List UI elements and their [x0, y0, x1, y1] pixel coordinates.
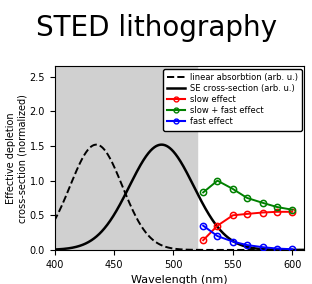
Legend: linear absorbtion (arb. u.), SE cross-section (arb. u.), slow effect, slow + fas: linear absorbtion (arb. u.), SE cross-se…	[163, 69, 302, 131]
Bar	[55, 66, 197, 250]
Text: STED lithography: STED lithography	[36, 14, 276, 41]
X-axis label: Wavelength (nm): Wavelength (nm)	[131, 275, 228, 284]
Y-axis label: Effective depletion
cross-section (normalized): Effective depletion cross-section (norma…	[6, 94, 28, 223]
